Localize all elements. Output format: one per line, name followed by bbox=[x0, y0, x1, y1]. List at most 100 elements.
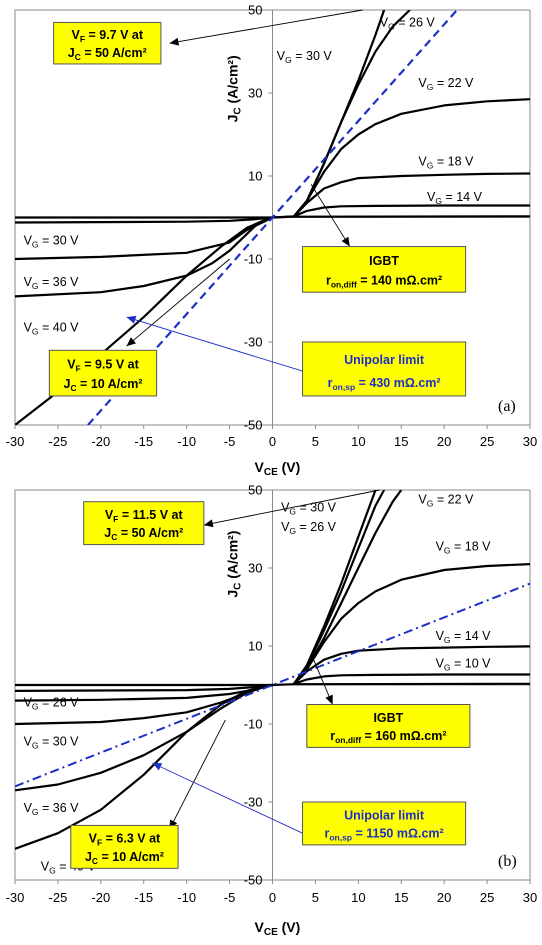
x-tick-label: 30 bbox=[523, 890, 537, 905]
y-axis-label-rest: (A/cm²) bbox=[225, 531, 241, 583]
annotation-text: JC = 50 A/cm² bbox=[104, 526, 183, 542]
annotation-text-sub: F bbox=[80, 34, 85, 44]
annotation-text-main: r bbox=[324, 827, 329, 841]
curve-label-rest: = 22 V bbox=[433, 493, 474, 507]
x-tick-label: -5 bbox=[224, 890, 236, 905]
annotation-text-main: IGBT bbox=[373, 711, 403, 725]
annotation-text-sub: on,diff bbox=[331, 279, 357, 289]
x-tick-label: -5 bbox=[224, 434, 236, 449]
curve-label-main: V bbox=[281, 500, 290, 514]
curve-label-sub: G bbox=[427, 161, 434, 171]
annotation-arrowhead bbox=[203, 519, 214, 528]
annotation-text: Unipolar limit bbox=[344, 808, 425, 822]
annotation-text-sub: on,diff bbox=[335, 735, 361, 745]
curve-label-rest: = 18 V bbox=[451, 539, 492, 553]
annotation-box bbox=[302, 341, 467, 397]
annotation-arrow bbox=[203, 489, 380, 526]
curve-label: VG = 18 V bbox=[436, 539, 492, 555]
curve-label-main: V bbox=[281, 520, 290, 534]
annotation-text-rest: = 10 A/cm² bbox=[77, 377, 143, 391]
annotation-text-sub: on,sp bbox=[329, 833, 352, 843]
series-line bbox=[15, 682, 530, 687]
annotation-text: JC = 10 A/cm² bbox=[85, 850, 164, 866]
annotation-text-main: V bbox=[105, 508, 114, 522]
curve-label: VG = 10 V bbox=[436, 656, 492, 672]
x-axis-label-rest: (V) bbox=[278, 459, 301, 475]
annotation-text: ron,sp = 430 mΩ.cm² bbox=[328, 376, 441, 392]
annotation-arrow bbox=[169, 9, 363, 44]
series-line bbox=[293, 204, 530, 218]
curve-label-rest: = 30 V bbox=[296, 500, 337, 514]
chart-panel-b: -30 -25 -20 -15 -10 -5 0 5 10 15 20 25 30-50-30-1010… bbox=[6, 483, 538, 939]
curve-label: VG = 30 V bbox=[277, 49, 333, 65]
annotation-text-sub: C bbox=[70, 383, 76, 393]
x-axis-label-main: V bbox=[255, 459, 265, 475]
series-line bbox=[15, 683, 273, 850]
curve-label-main: V bbox=[24, 321, 33, 335]
x-tick-label: 20 bbox=[437, 434, 451, 449]
x-tick-label: 5 bbox=[312, 434, 319, 449]
series-line bbox=[293, 645, 530, 685]
curve-label: VG = 30 V bbox=[24, 233, 80, 249]
annotation-text-main: r bbox=[328, 376, 333, 390]
curve-label: VG = 26 V bbox=[380, 16, 436, 32]
annotation-arrowhead bbox=[126, 337, 137, 347]
annotation-text-main: Unipolar limit bbox=[344, 808, 425, 822]
x-tick-label: 10 bbox=[351, 890, 365, 905]
annotation-text: VF = 6.3 V at bbox=[89, 832, 161, 848]
annotation-text-main: Unipolar limit bbox=[344, 353, 425, 367]
x-axis-label-sub: CE bbox=[264, 927, 278, 938]
curve-label-sub: G bbox=[49, 865, 56, 875]
y-tick-label: -10 bbox=[244, 252, 263, 267]
annotation-text-rest: = 140 mΩ.cm² bbox=[357, 273, 442, 287]
series-line bbox=[293, 673, 530, 685]
curve-label-main: V bbox=[380, 16, 389, 30]
y-tick-label: -50 bbox=[244, 873, 263, 888]
annotation-arrow bbox=[126, 316, 303, 372]
curve-label: VG = 36 V bbox=[24, 801, 80, 817]
curve-label-rest: = 14 V bbox=[451, 629, 492, 643]
curve-label: VG = 14 V bbox=[436, 629, 492, 645]
curve-label-main: V bbox=[436, 629, 445, 643]
curve-label-rest: = 26 V bbox=[395, 16, 436, 30]
annotation-box bbox=[306, 704, 471, 748]
series-line bbox=[15, 215, 530, 219]
annotation-arrow bbox=[169, 719, 226, 830]
curve-label-main: V bbox=[418, 155, 427, 169]
chart-panel-a: -30 -25 -20 -15 -10 -5 0 5 10 15 20 25 30-50-30-1010… bbox=[6, 3, 538, 479]
annotation-text-main: IGBT bbox=[369, 254, 399, 268]
x-axis-label: VCE (V) bbox=[255, 919, 301, 938]
annotation-arrowhead bbox=[325, 694, 333, 705]
annotation-arrow bbox=[126, 258, 230, 347]
annotation-text-rest: = 10 A/cm² bbox=[98, 850, 164, 864]
curve-label-rest: = 10 V bbox=[451, 656, 492, 670]
curve-label-rest: = 22 V bbox=[433, 76, 474, 90]
curve-label-sub: G bbox=[32, 701, 39, 711]
annotation-text: VF = 9.7 V at bbox=[71, 28, 143, 44]
curve-label-main: V bbox=[277, 49, 286, 63]
curve-label-rest: = 36 V bbox=[39, 275, 80, 289]
series-line bbox=[293, 98, 530, 218]
curve-label-sub: G bbox=[289, 506, 296, 516]
annotation-text-main: V bbox=[71, 28, 80, 42]
curve-label-sub: G bbox=[427, 82, 434, 92]
annotation-text: JC = 50 A/cm² bbox=[68, 46, 147, 62]
curve-label-main: V bbox=[24, 233, 33, 247]
curve-label-sub: G bbox=[427, 499, 434, 509]
annotation-text: ron,diff = 160 mΩ.cm² bbox=[330, 729, 446, 745]
curve-label: VG = 22 V bbox=[418, 493, 474, 509]
annotation-text-main: r bbox=[330, 729, 335, 743]
curve-label: VG = 22 V bbox=[418, 76, 474, 92]
series-line bbox=[293, 172, 530, 218]
curve-label-main: V bbox=[24, 695, 33, 709]
x-tick-label: 25 bbox=[480, 434, 494, 449]
y-tick-label: 30 bbox=[248, 561, 262, 576]
x-tick-label: 0 bbox=[269, 434, 276, 449]
annotation-text-rest: = 6.3 V at bbox=[102, 832, 161, 846]
x-tick-label: 5 bbox=[312, 890, 319, 905]
x-tick-label: -25 bbox=[49, 434, 68, 449]
curve-label-sub: G bbox=[285, 55, 292, 65]
curve-label-main: V bbox=[436, 656, 445, 670]
